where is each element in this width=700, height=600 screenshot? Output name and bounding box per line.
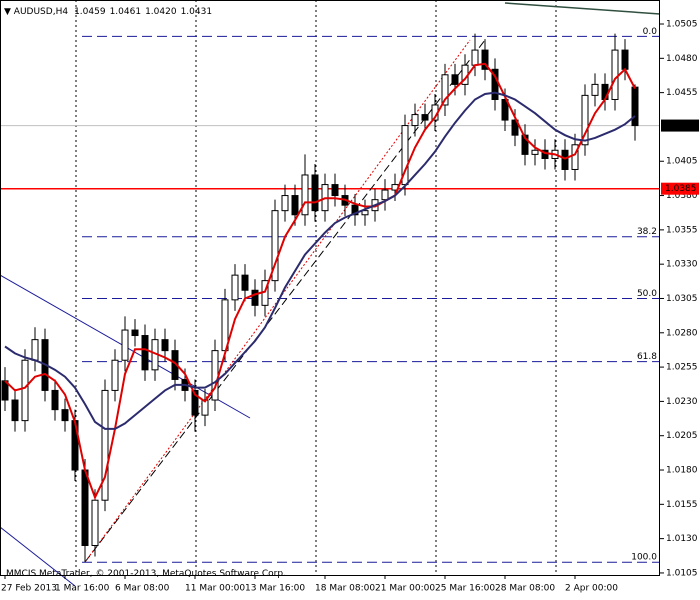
y-tick-label: 1.0330 [666,260,698,270]
y-tick-label: 1.0255 [666,363,698,373]
candle-body [561,149,569,170]
candle-body [511,119,519,136]
price-box [661,182,699,195]
footer: MMCIS MetaTrader, © 2001-2013, MetaQuote… [6,569,286,579]
fibo-label: 0.0 [643,27,658,37]
x-tick-label: 1 Mar 16:00 [55,584,110,594]
x-tick-label: 28 Mar 08:00 [495,584,555,594]
candle-body [51,389,59,411]
candle-body [611,49,619,100]
candle-body [591,83,599,96]
y-tick-label: 1.0405 [666,157,698,167]
candle-body [481,49,489,70]
candle-body [421,114,429,121]
candle-body [101,389,109,501]
y-tick-label: 1.0205 [666,431,698,441]
candle-body [121,329,129,361]
candle-body [521,134,529,155]
plot [1,33,639,562]
x-tick-label: 21 Mar 00:00 [375,584,435,594]
candle-body [11,399,19,422]
trend-line [504,2,661,15]
candle-body [251,289,259,306]
candle-body [361,210,369,216]
y-tick-label: 1.0180 [666,466,698,476]
candle-body [241,274,249,291]
ohlc-open: 1.0459 [74,7,106,17]
y-tick-label: 1.0505 [666,20,698,30]
symbol-marker: ▼ [4,7,14,17]
moving-average [4,62,636,501]
candle-body [281,195,289,212]
candle-body [441,74,449,106]
trend-line [84,39,486,563]
y-tick-label: 1.0305 [666,294,698,304]
x-tick-label: 27 Feb 2013 [1,584,57,594]
candle-body [61,409,69,422]
candle-body [621,49,629,70]
fibo-label: 61.8 [637,352,657,362]
candle-body [211,350,219,401]
price-box [661,119,699,132]
symbol: AUDUSD,H4 [14,7,69,17]
candle-body [331,184,339,197]
x-tick-label: 25 Mar 16:00 [435,584,495,594]
candle-body [411,114,419,127]
channel-line [0,526,76,587]
candle-body [21,359,29,422]
y-tick-label: 1.0130 [666,534,698,544]
x-tick-label: 18 Mar 08:00 [315,584,375,594]
fibo-label: 38.2 [637,227,657,237]
candle-body [31,339,39,361]
candle-body [581,94,589,146]
fibo-label: 100.0 [631,553,657,563]
candle-body [351,204,359,216]
candle-body [131,329,139,337]
candle-body [81,469,89,546]
candle-body [141,335,149,371]
x-tick-label: 11 Mar 00:00 [185,584,245,594]
candle-body [471,49,479,66]
candle-body [531,149,539,155]
candle-body [271,210,279,282]
candle-body [631,86,639,127]
candle-body [291,195,299,216]
ohlc-low: 1.0420 [145,7,177,17]
chart-title: ▼ AUDUSD,H4 1.0459 1.0461 1.0420 1.0431 [4,7,212,17]
y-tick-label: 1.0155 [666,500,698,510]
y-tick-label: 1.0380 [666,191,698,201]
candle-body [311,174,319,212]
fibo-label: 50.0 [637,289,657,299]
y-tick-label: 1.0230 [666,397,698,407]
y-tick-label: 1.0105 [666,568,698,578]
price-box-label: 1.0385 [665,184,697,194]
moving-average [4,91,636,430]
y-tick-label: 1.0355 [666,225,698,235]
candle-body [301,174,309,216]
candle-body [501,98,509,121]
candle-body [381,189,389,201]
candle-body [451,74,459,85]
x-tick-label: 13 Mar 16:00 [245,584,305,594]
candle-body [191,389,199,416]
ohlc-close: 1.0431 [181,7,213,17]
price-box-label: 1.0431 [665,121,697,131]
y-tick-label: 1.0480 [666,54,698,64]
x-tick-label: 6 Mar 08:00 [115,584,170,594]
ohlc-high: 1.0461 [110,7,142,17]
grid [75,0,557,575]
candle-body [161,339,169,352]
candle-body [111,359,119,391]
plot-border [0,0,660,576]
y-tick-label: 1.0280 [666,328,698,338]
y-tick-label: 1.0455 [666,88,698,98]
candle-body [91,499,99,546]
x-tick-label: 2 Apr 00:00 [565,584,618,594]
candle-body [231,274,239,301]
candle-body [571,144,579,170]
